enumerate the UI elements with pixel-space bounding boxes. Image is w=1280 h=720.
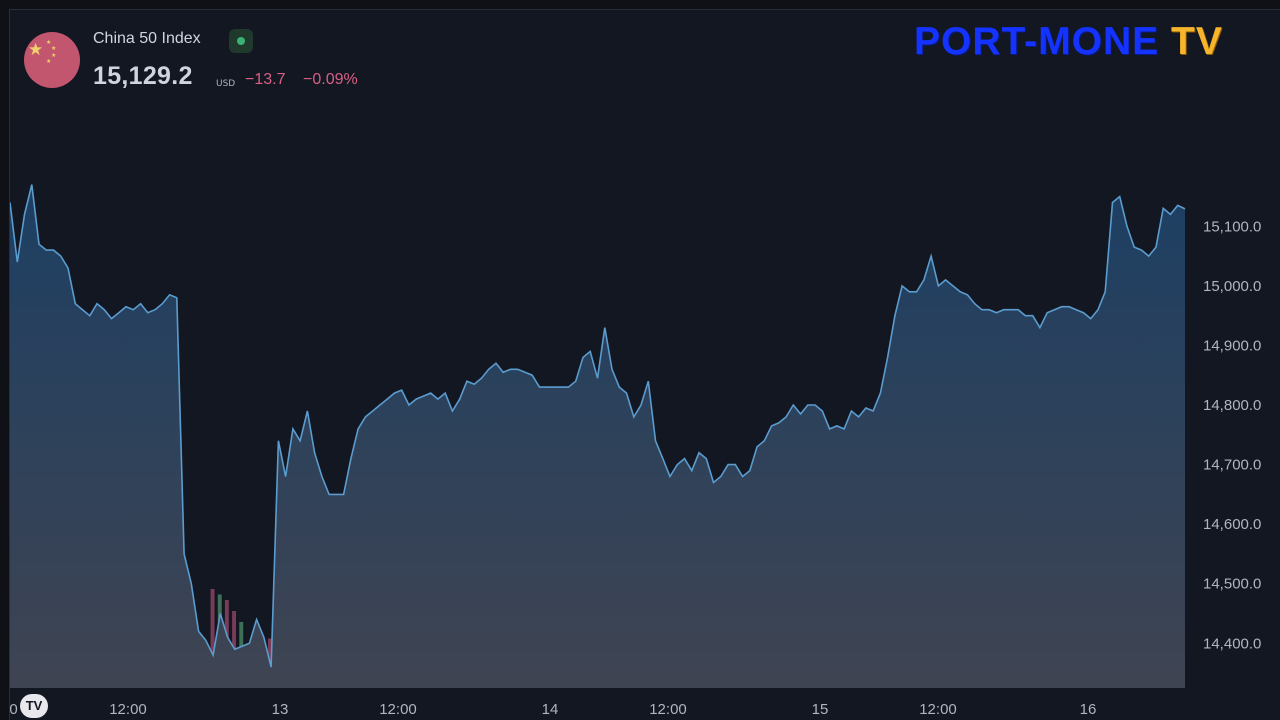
top-panel-edge bbox=[9, 0, 1280, 10]
tradingview-badge[interactable]: TV bbox=[20, 694, 48, 718]
currency-label: USD bbox=[216, 79, 236, 89]
volume-bar bbox=[210, 589, 215, 688]
x-tick-label: 14 bbox=[542, 701, 559, 718]
x-tick-label: 13 bbox=[272, 701, 289, 718]
logo-tv-text: TV bbox=[1171, 20, 1223, 63]
market-open-dot-icon[interactable] bbox=[229, 29, 253, 53]
y-tick-label: 14,600.0 bbox=[1203, 516, 1261, 533]
y-tick-label: 14,900.0 bbox=[1203, 337, 1261, 354]
symbol-name[interactable]: China 50 Index bbox=[93, 30, 201, 47]
price-change-percent: −0.09% bbox=[303, 71, 358, 88]
last-price: 15,129.2 bbox=[93, 62, 193, 90]
x-tick-label: 12:00 bbox=[379, 701, 417, 718]
left-panel-edge bbox=[0, 0, 10, 720]
y-tick-label: 14,400.0 bbox=[1203, 635, 1261, 652]
price-axis[interactable]: 15,100.0 15,000.0 14,900.0 14,800.0 14,700.0… bbox=[1203, 218, 1261, 652]
y-tick-label: 15,000.0 bbox=[1203, 278, 1261, 295]
x-tick-label: 16 bbox=[1080, 701, 1097, 718]
y-tick-label: 14,500.0 bbox=[1203, 576, 1261, 593]
y-tick-label: 14,800.0 bbox=[1203, 397, 1261, 414]
x-tick-label: 12:00 bbox=[919, 701, 957, 718]
logo-text: PORT-MONE bbox=[914, 20, 1160, 63]
price-area bbox=[10, 184, 1185, 688]
x-tick-label: 12:00 bbox=[109, 701, 147, 718]
china-flag-icon[interactable]: ★ ★ ★ ★ ★ bbox=[24, 32, 80, 88]
y-tick-label: 15,100.0 bbox=[1203, 218, 1261, 235]
channel-logo: PORT-MONE TV bbox=[914, 20, 1223, 64]
y-tick-label: 14,700.0 bbox=[1203, 457, 1261, 474]
x-tick-label: 12:00 bbox=[649, 701, 687, 718]
price-change: −13.7 bbox=[245, 71, 286, 88]
x-tick-label: 15 bbox=[812, 701, 829, 718]
price-line bbox=[9, 184, 1186, 668]
